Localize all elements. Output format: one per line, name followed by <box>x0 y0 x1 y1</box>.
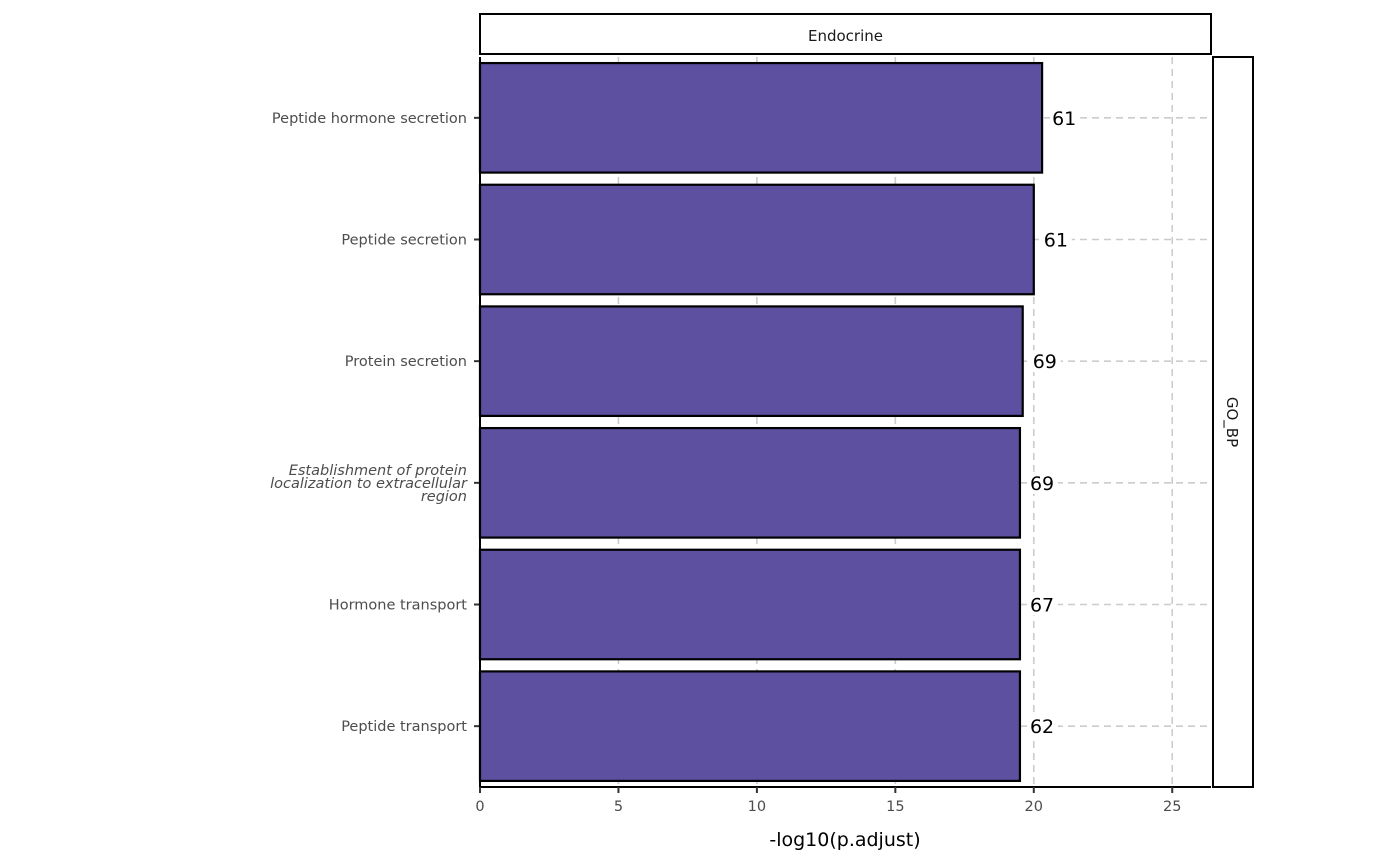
facet-strip-right-label: GO_BP <box>1222 397 1241 447</box>
data-label: 67 <box>1030 595 1054 617</box>
y-axis: Peptide hormone secretion Peptide secreti… <box>270 57 481 787</box>
facet-strip-top <box>479 13 1212 55</box>
bar <box>478 426 1022 539</box>
y-tick-label: Peptide hormone secretion <box>272 111 467 127</box>
data-labels: 61 61 69 69 67 62 <box>1027 106 1081 738</box>
bar <box>478 670 1022 783</box>
y-tick-label: Protein secretion <box>345 354 467 370</box>
bars <box>478 61 1044 783</box>
data-label: 62 <box>1030 716 1054 738</box>
bar <box>478 548 1022 661</box>
x-tick-label: 15 <box>886 799 904 815</box>
data-label: 69 <box>1030 473 1054 495</box>
x-tick-label: 0 <box>475 799 484 815</box>
x-tick-label: 25 <box>1163 799 1181 815</box>
x-axis: 0 5 10 15 20 25 <box>475 786 1211 815</box>
bar <box>478 183 1035 296</box>
data-label: 61 <box>1044 230 1068 252</box>
x-tick-label: 5 <box>614 799 623 815</box>
bar <box>478 61 1044 174</box>
data-label-bg <box>1027 715 1058 738</box>
y-tick-label: Peptide secretion <box>341 233 467 249</box>
data-label-bg <box>1027 471 1058 494</box>
x-tick-label: 20 <box>1025 799 1043 815</box>
data-label-bg <box>1050 106 1081 129</box>
data-label-bg <box>1030 350 1061 373</box>
data-label: 69 <box>1033 351 1057 373</box>
facet-strip-right <box>1212 56 1254 788</box>
y-tick-label: Hormone transport <box>329 598 468 614</box>
x-tick-label: 10 <box>748 799 766 815</box>
data-label-bg <box>1027 593 1058 616</box>
bar <box>478 305 1024 418</box>
data-label: 61 <box>1052 108 1076 130</box>
y-tick-label: Peptide transport <box>341 719 467 735</box>
data-label-bg <box>1041 228 1072 251</box>
x-axis-title: -log10(p.adjust) <box>769 829 920 851</box>
y-tick-label: Establishment of protein localization to … <box>270 463 468 505</box>
facet-strip-top-label: Endocrine <box>808 27 883 45</box>
